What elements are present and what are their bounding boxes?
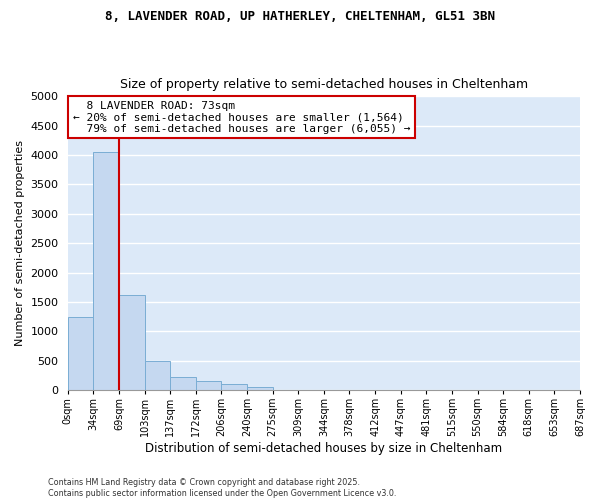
Bar [68,316,94,390]
Text: Contains HM Land Registry data © Crown copyright and database right 2025.
Contai: Contains HM Land Registry data © Crown c… [48,478,397,498]
Bar [196,381,221,390]
Bar [94,152,119,390]
Bar [119,294,145,390]
Title: Size of property relative to semi-detached houses in Cheltenham: Size of property relative to semi-detach… [120,78,528,91]
X-axis label: Distribution of semi-detached houses by size in Cheltenham: Distribution of semi-detached houses by … [145,442,502,455]
Text: 8 LAVENDER ROAD: 73sqm
← 20% of semi-detached houses are smaller (1,564)
  79% o: 8 LAVENDER ROAD: 73sqm ← 20% of semi-det… [73,100,410,134]
Bar [247,387,272,390]
Bar [170,377,196,390]
Text: 8, LAVENDER ROAD, UP HATHERLEY, CHELTENHAM, GL51 3BN: 8, LAVENDER ROAD, UP HATHERLEY, CHELTENH… [105,10,495,23]
Bar [221,384,247,390]
Bar [145,360,170,390]
Y-axis label: Number of semi-detached properties: Number of semi-detached properties [15,140,25,346]
